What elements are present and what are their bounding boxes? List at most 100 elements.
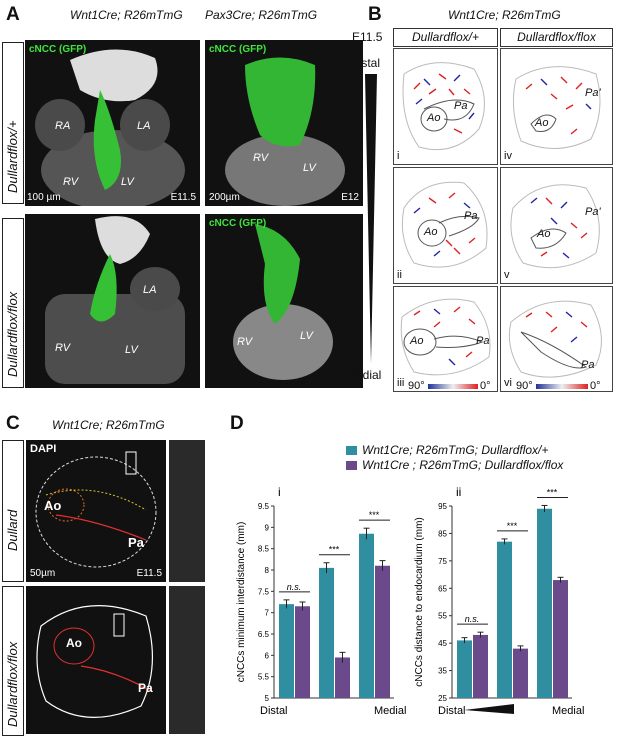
section-iii-drawing [400, 298, 491, 376]
sig-label: *** [547, 487, 558, 497]
sig-label: n.s. [465, 614, 480, 624]
panel-b-label: B [368, 4, 382, 25]
scale-a2: 200µm [209, 192, 240, 203]
y-tick-label: 75 [438, 557, 447, 566]
distal-medial-wedge [365, 74, 377, 364]
y-tick-label: 9.5 [258, 502, 270, 511]
section-v-numeral: v [504, 269, 510, 281]
panel-b-col2: Dullardflox/flox [500, 28, 613, 47]
x-label-distal: Distal [438, 705, 466, 717]
heart-render-a1 [35, 49, 185, 206]
ao-label-i: Ao [427, 112, 441, 124]
panel-a-row2-side: Dullardflox/flox [5, 291, 20, 377]
ao-label-c1: Ao [44, 498, 62, 513]
gfp-tag-a1: cNCC (GFP) [29, 44, 87, 55]
y-tick-label: 5.5 [258, 673, 270, 682]
micrograph-a4: cNCC (GFP) RV LV [205, 214, 363, 388]
pa-label-i: Pa [454, 100, 468, 112]
bar [553, 580, 568, 698]
bar [295, 606, 310, 698]
y-tick-label: 6 [265, 651, 270, 660]
bar [335, 657, 350, 698]
y-tick-label: 8 [265, 566, 270, 575]
section-i-numeral: i [397, 150, 400, 162]
bar [375, 565, 390, 698]
panel-c-row2-side: Dullardflox/flox [5, 641, 20, 727]
bar [319, 567, 334, 698]
dapi-label: DAPI [30, 443, 57, 455]
legend-control: Wnt1Cre; R26mTmG; Dullardflox/+ [362, 443, 549, 457]
bar [457, 640, 472, 698]
section-iii: Ao Pa iii [393, 286, 498, 392]
pa-label-ii: Pa [464, 210, 478, 222]
angle-left-i: 90° [408, 380, 425, 392]
la-label-a1: LA [137, 120, 151, 132]
x-label-medial: Medial [374, 705, 406, 717]
lv-label-a3: LV [125, 344, 138, 356]
chart-title: i [278, 485, 281, 499]
angle-right-i: 0° [480, 380, 491, 392]
bar [473, 634, 488, 698]
legend-mutant: Wnt1Cre ; R26mTmG; Dullardflox/flox [362, 458, 564, 472]
scale-a1: 100 µm [27, 192, 61, 203]
ao-label-iv: Ao [535, 117, 549, 129]
pa-label-c1: Pa [128, 535, 144, 550]
y-tick-label: 9 [265, 523, 270, 532]
bar [497, 541, 512, 698]
section-v: Ao Pa' v [500, 167, 613, 284]
panel-a-row2-side-box: Dullardflox/flox [2, 218, 24, 388]
section-iv-drawing [512, 66, 601, 150]
y-axis-label: cNCCs minimum interdistance (mm) [236, 522, 247, 683]
gfp-tag-a2: cNCC (GFP) [209, 44, 267, 55]
pa-label-c2: Pa [138, 681, 153, 695]
la-label-a3: LA [143, 284, 157, 296]
section-i-drawing [402, 62, 485, 151]
section-v-drawing [510, 184, 600, 269]
gfp-tag-a4: cNCC (GFP) [209, 218, 267, 229]
legend-swatch-mutant [346, 461, 357, 470]
stage-a1: E11.5 [170, 192, 196, 203]
chart-i: i 5 5.5 6 6.5 7 7.5 8 8.5 9 9.5 cNCCs minimum inter… [236, 485, 406, 717]
ao-label-iii: Ao [410, 335, 424, 347]
stage-a2: E12 [341, 192, 359, 203]
scale-c1: 50µm [30, 568, 56, 579]
legend-swatch-control [346, 446, 357, 455]
micrograph-c2: Ao Pa [26, 586, 166, 734]
angle-colorbar-2 [536, 384, 588, 389]
y-tick-label: 8.5 [258, 545, 270, 554]
bar [359, 533, 374, 698]
y-tick-label: 7.5 [258, 587, 270, 596]
section-vi: Pa vi [500, 286, 613, 392]
pa-label-iii: Pa [476, 335, 490, 347]
distal-label: Distal [350, 56, 381, 70]
sig-label: *** [329, 545, 340, 555]
ao-label-v: Ao [537, 228, 551, 240]
panel-c-label: C [6, 413, 20, 434]
panel-a-label: A [6, 4, 20, 25]
pa-prime-label-v: Pa' [585, 206, 601, 218]
chart-title: ii [456, 485, 461, 499]
panel-d-label: D [230, 413, 244, 434]
gradient-wedge [464, 704, 514, 714]
bar [513, 648, 528, 698]
micrograph-a1: cNCC (GFP) RA LA RV LV 100 µm E11.5 [25, 40, 200, 206]
bar [537, 508, 552, 698]
y-tick-label: 45 [438, 639, 447, 648]
panel-a-row1-side-box: Dullardflox/+ [2, 42, 24, 204]
y-tick-label: 7 [265, 609, 270, 618]
micrograph-c1: DAPI Ao Pa 50µm E11.5 [26, 440, 166, 582]
y-tick-label: 25 [438, 694, 447, 703]
section-vi-numeral: vi [504, 377, 512, 389]
bar [279, 604, 294, 698]
lv-label-a1: LV [121, 176, 134, 188]
zoom-inset-c1 [169, 440, 205, 582]
lv-label-a2: LV [303, 162, 316, 174]
x-label-distal: Distal [260, 705, 288, 717]
dapi-section-c1 [35, 451, 157, 568]
sig-label: n.s. [287, 582, 302, 592]
x-label-medial: Medial [552, 705, 584, 717]
heart-render-a2 [225, 57, 345, 206]
heart-render-a4 [233, 224, 333, 380]
panel-c-row1-side-box: Dullard [2, 440, 24, 582]
y-tick-label: 95 [438, 502, 447, 511]
